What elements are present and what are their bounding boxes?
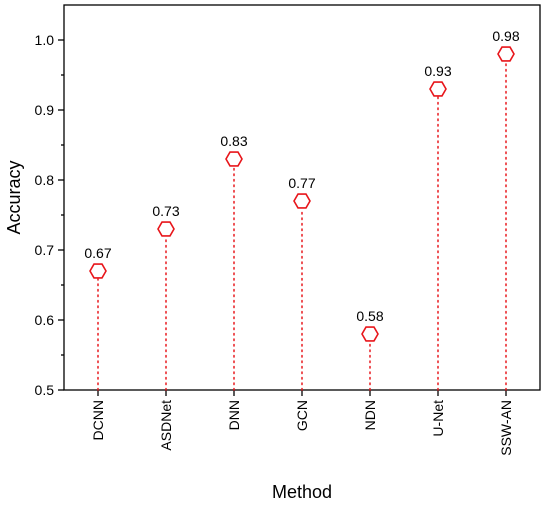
x-tick-label: NDN (362, 400, 378, 430)
x-tick-label: DNN (226, 400, 242, 430)
hexagon-marker (497, 46, 515, 62)
data-markers (89, 46, 515, 342)
x-tick-label: SSW-AN (498, 400, 514, 456)
y-tick-label: 0.6 (35, 312, 55, 328)
data-label: 0.77 (288, 175, 315, 191)
x-tick-label: U-Net (430, 400, 446, 437)
x-axis: DCNN ASDNet DNN GCN NDN U-Net SSW-AN (90, 390, 514, 456)
y-axis: 0.5 0.6 0.7 0.8 0.9 1.0 (35, 32, 64, 398)
y-tick-label: 0.5 (35, 382, 55, 398)
data-label: 0.93 (424, 63, 451, 79)
y-tick-label: 0.7 (35, 242, 55, 258)
x-axis-title: Method (272, 482, 332, 502)
data-label: 0.83 (220, 133, 247, 149)
data-labels: 0.67 0.73 0.83 0.77 0.58 0.93 0.98 (84, 28, 519, 324)
hexagon-marker (89, 263, 107, 279)
x-tick-label: DCNN (90, 400, 106, 440)
y-tick-label: 0.8 (35, 172, 55, 188)
hexagon-marker (225, 151, 243, 167)
hexagon-marker (429, 81, 447, 97)
data-label: 0.67 (84, 245, 111, 261)
y-axis-title: Accuracy (4, 160, 24, 234)
hexagon-marker (361, 326, 379, 342)
data-label: 0.98 (492, 28, 519, 44)
x-tick-label: ASDNet (158, 400, 174, 451)
y-tick-label: 0.9 (35, 102, 55, 118)
hexagon-marker (157, 221, 175, 237)
data-label: 0.58 (356, 308, 383, 324)
stem-lines (97, 61, 507, 391)
x-tick-label: GCN (294, 400, 310, 431)
hexagon-marker (293, 193, 311, 209)
y-tick-label: 1.0 (35, 32, 55, 48)
data-label: 0.73 (152, 203, 179, 219)
